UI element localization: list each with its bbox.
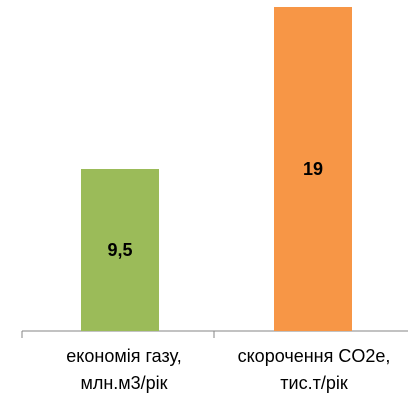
category-label-2: скорочення CO2e, тис.т/рік <box>238 346 391 393</box>
category-label-line: скорочення CO2e, <box>238 346 391 366</box>
category-label-line: млн.м3/рік <box>80 373 167 393</box>
category-label-line: економія газу, <box>66 346 181 366</box>
bars-group <box>81 7 352 331</box>
category-label-line: тис.т/рік <box>280 373 348 393</box>
bar-1 <box>81 169 159 331</box>
category-label-1: економія газу, млн.м3/рік <box>66 346 181 393</box>
bar-value-label-1: 9,5 <box>107 240 132 260</box>
bar-2 <box>274 7 352 331</box>
labels-group: 9,5 економія газу, млн.м3/рік 19 скорочення … <box>66 159 390 393</box>
bar-value-label-2: 19 <box>303 159 323 179</box>
